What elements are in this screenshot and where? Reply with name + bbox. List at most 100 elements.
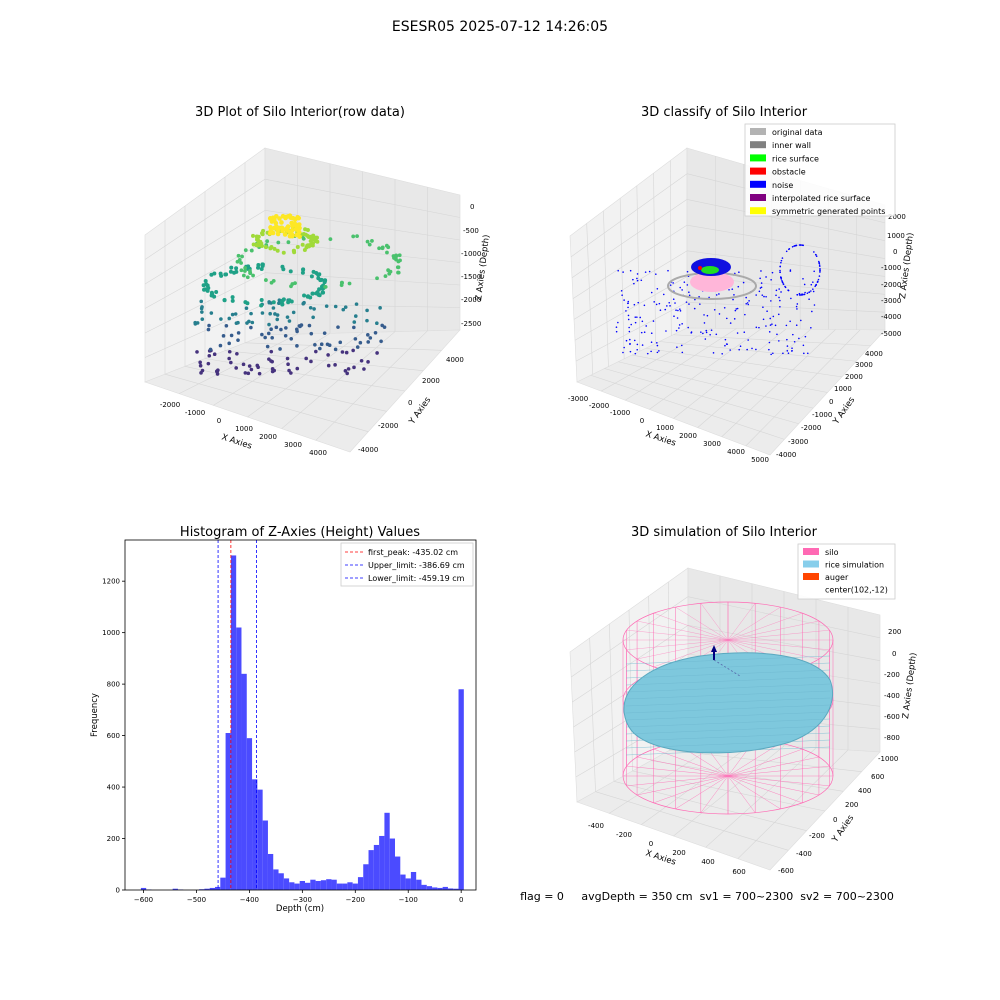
simulation-legend-swatch bbox=[803, 573, 819, 580]
classify-noise-point bbox=[636, 277, 638, 280]
raw-data-point bbox=[385, 250, 389, 255]
classify-noise-point bbox=[662, 293, 665, 296]
classify-noise-point bbox=[672, 298, 675, 300]
classify-noise-point bbox=[650, 291, 653, 294]
raw-data-point bbox=[309, 274, 314, 279]
raw-data-point bbox=[366, 333, 370, 337]
classify-noise-point bbox=[768, 331, 771, 333]
classify-noise-point bbox=[806, 292, 809, 295]
simulation-legend-label: auger bbox=[825, 573, 849, 582]
classify-y-tick: 1000 bbox=[834, 385, 852, 393]
classify-noise-point bbox=[679, 286, 681, 289]
raw-data-point bbox=[239, 261, 243, 265]
raw-data-point bbox=[209, 311, 214, 315]
raw-data-point bbox=[266, 331, 271, 336]
classify-noise-point bbox=[766, 310, 768, 312]
raw-data-point bbox=[236, 320, 240, 325]
raw-data-point bbox=[355, 234, 359, 239]
grid-line bbox=[571, 199, 688, 278]
classify-noise-point bbox=[819, 268, 821, 270]
raw-data-point bbox=[362, 367, 366, 371]
grid-line bbox=[619, 198, 625, 359]
raw-z-tick: -1500 bbox=[461, 273, 481, 281]
raw-data-point bbox=[236, 253, 241, 258]
classify-noise-point bbox=[680, 344, 683, 347]
classify-legend-label: symmetric generated points bbox=[772, 207, 885, 216]
classify-noise-point bbox=[677, 309, 679, 312]
histogram-legend-box bbox=[340, 542, 474, 587]
histogram-y-tick-label: 400 bbox=[107, 784, 120, 792]
raw-data-point bbox=[272, 246, 277, 251]
classify-z-ticks: 2000 1000 0 -1000 -2000 -3000 -4000 -500… bbox=[881, 213, 906, 338]
classify-legend: original data inner wall rice surface obsta… bbox=[744, 123, 896, 217]
simulation-legend-swatch bbox=[803, 560, 819, 568]
raw-data-point bbox=[289, 299, 294, 304]
simulation-z-axis-label: Z Axies (Depth) bbox=[901, 652, 919, 719]
classify-noise-point bbox=[709, 333, 711, 336]
classify-noise-point bbox=[808, 298, 810, 301]
raw-data-point bbox=[199, 371, 203, 375]
histogram-legend-items: first_peak: -435.02 cm Upper_limit: -386.… bbox=[345, 548, 465, 583]
simulation-x-tick: -200 bbox=[616, 831, 632, 839]
classify-noise-point bbox=[633, 282, 635, 285]
classify-noise-point bbox=[688, 294, 691, 297]
classify-noise-point bbox=[633, 339, 636, 342]
histogram-bar bbox=[215, 886, 221, 890]
classify-x-tick: 0 bbox=[640, 417, 644, 425]
classify-noise-point bbox=[655, 273, 657, 275]
raw-data-point bbox=[328, 237, 333, 242]
raw-data-point bbox=[370, 239, 374, 243]
classify-noise-point bbox=[700, 331, 702, 333]
raw-y-tick: 4000 bbox=[446, 356, 464, 364]
classify-noise-point bbox=[770, 300, 772, 302]
raw-data-point bbox=[333, 304, 338, 309]
raw-y-tick: -2000 bbox=[378, 422, 398, 430]
classify-noise-point bbox=[634, 352, 637, 355]
classify-noise-point bbox=[763, 295, 765, 298]
histogram-bar bbox=[257, 789, 263, 890]
rice-mesh-line bbox=[625, 683, 831, 693]
classify-noise-point bbox=[644, 271, 647, 273]
raw-data-point bbox=[339, 280, 344, 285]
classify-noise-point bbox=[650, 350, 652, 353]
classify-noise-point bbox=[629, 342, 631, 345]
raw-data-point bbox=[279, 220, 284, 225]
raw-data-point bbox=[248, 271, 253, 276]
histogram-frame bbox=[124, 539, 477, 891]
classify-y-tick: -4000 bbox=[776, 451, 796, 459]
classify-rice-surface-cluster bbox=[701, 266, 719, 274]
raw-data-point bbox=[233, 312, 238, 316]
classify-noise-point bbox=[639, 316, 642, 319]
silo-top-spoke bbox=[637, 639, 729, 660]
raw-data-point bbox=[307, 323, 312, 328]
classify-noise-point bbox=[725, 343, 728, 345]
classify-noise-point bbox=[790, 297, 792, 300]
histogram-bar bbox=[299, 880, 305, 890]
classify-noise-point bbox=[681, 289, 683, 291]
raw-data-point bbox=[291, 310, 296, 315]
raw-data-point bbox=[301, 301, 306, 306]
classify-noise-point bbox=[819, 271, 821, 273]
grid-line bbox=[686, 224, 886, 259]
raw-data-point bbox=[333, 363, 337, 367]
rice-mesh-line bbox=[625, 746, 831, 756]
raw-data-point bbox=[309, 237, 314, 242]
raw-data-point bbox=[229, 360, 233, 365]
classify-noise-point bbox=[690, 331, 693, 333]
classify-x-tick: -2000 bbox=[589, 402, 609, 410]
raw-data-point bbox=[316, 292, 321, 297]
raw-data-point bbox=[304, 356, 308, 361]
raw-data-point bbox=[263, 278, 268, 282]
classify-x-tick: 5000 bbox=[751, 456, 769, 464]
histogram-bar bbox=[172, 888, 178, 890]
classify-noise-point bbox=[666, 305, 668, 307]
raw-data-point bbox=[396, 270, 401, 275]
histogram-bar bbox=[357, 877, 364, 890]
histogram-bar bbox=[230, 555, 237, 890]
histogram-title: Histogram of Z-Axies (Height) Values bbox=[180, 525, 420, 540]
classify-noise-point bbox=[796, 293, 799, 296]
classify-noise-point bbox=[762, 306, 764, 309]
silo-top-spoke bbox=[727, 639, 830, 650]
raw-data-point bbox=[249, 325, 253, 330]
raw-data-point bbox=[279, 327, 283, 332]
